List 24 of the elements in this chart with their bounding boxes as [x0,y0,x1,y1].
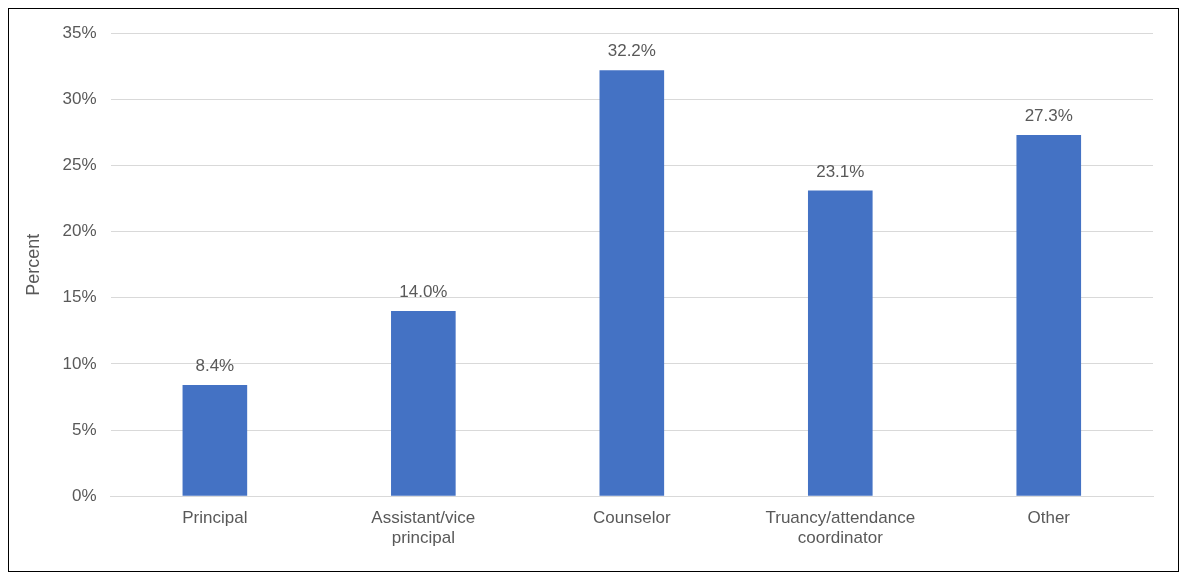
y-tick-label: 30% [62,89,97,109]
data-label: 27.3% [1024,106,1073,126]
x-tick-label: Counselor [593,508,671,528]
y-tick-label: 0% [72,485,97,505]
data-label: 8.4% [195,356,235,376]
bar [1016,135,1082,496]
data-label: 14.0% [399,282,448,302]
x-tick-label: Truancy/attendance coordinator [765,508,916,548]
y-tick-label: 35% [62,22,97,42]
x-tick-label: Principal [182,508,248,528]
bar [391,311,456,496]
x-tick-label: Other [1027,508,1071,528]
bar [599,70,665,496]
data-label: 32.2% [607,41,656,61]
bar [807,190,873,496]
y-tick-label: 25% [62,155,97,175]
y-tick-label: 20% [62,221,97,241]
y-axis-title: Percent [22,233,43,296]
bar [182,385,248,496]
y-tick-label: 5% [72,419,97,439]
y-tick-label: 15% [62,287,97,307]
x-tick-label: Assistant/vice principal [371,508,476,548]
data-label: 23.1% [816,161,865,181]
y-tick-label: 10% [62,353,97,373]
